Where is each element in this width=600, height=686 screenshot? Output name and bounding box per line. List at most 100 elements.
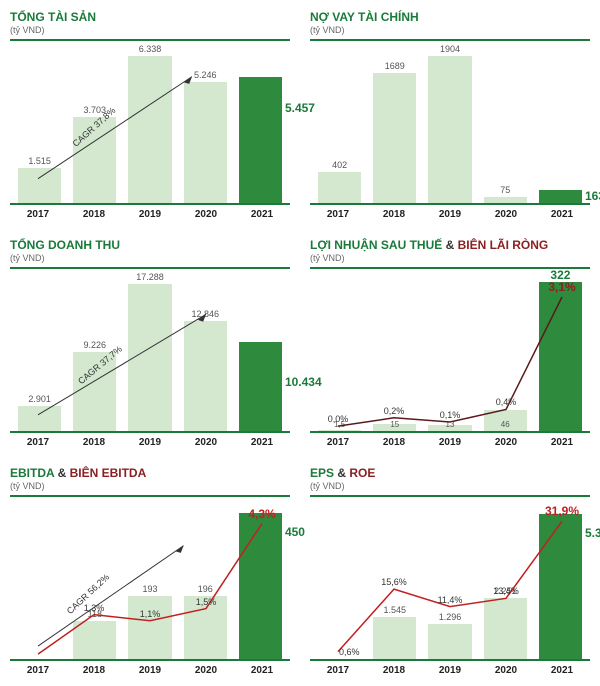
x-axis: 20172018201920202021 [310, 665, 590, 676]
bar: 13 [428, 425, 471, 431]
bar: 1,5 [318, 430, 361, 431]
chart-subtitle: (tỷ VND) [10, 25, 290, 35]
x-axis: 20172018201920202021 [310, 209, 590, 220]
chart-title: NỢ VAY TÀI CHÍNH [310, 10, 590, 24]
line-point-label: 15,6% [381, 577, 407, 587]
bar: 402 [318, 172, 361, 203]
chart-title: EBITDA & BIÊN EBITDA [10, 466, 290, 480]
bar-value-label: 196 [198, 584, 213, 594]
line-point-label: 0,1% [440, 410, 461, 420]
bar: 163 [539, 190, 582, 203]
bar: 5.246 [184, 82, 227, 203]
x-axis: 20172018201920202021 [310, 437, 590, 448]
x-tick-label: 2021 [234, 209, 290, 220]
x-tick-label: 2019 [422, 437, 478, 448]
chart-area: 4021689190475163 [310, 39, 590, 205]
x-tick-label: 2020 [178, 665, 234, 676]
bar: 1904 [428, 56, 471, 203]
bar-value-label: 12.846 [191, 309, 219, 319]
bar: 1.515 [18, 168, 61, 203]
bar: 118 [73, 621, 116, 659]
x-tick-label: 2020 [478, 209, 534, 220]
line-point-label: 0,6% [339, 647, 360, 657]
bar: 6.338 [128, 56, 171, 203]
chart-subtitle: (tỷ VND) [310, 253, 590, 263]
bar-value-label: 46 [501, 420, 510, 429]
x-tick-label: 2019 [122, 665, 178, 676]
line-point-label: 31,9% [545, 504, 579, 518]
x-tick-label: 2020 [178, 437, 234, 448]
bar: 17.288 [128, 284, 171, 431]
bar-value-label: 163 [585, 189, 600, 203]
bar-value-label: 1904 [440, 44, 460, 54]
chart-revenue: TỔNG DOANH THU(tỷ VND) 2.901 9.226 17.288 12… [10, 238, 290, 448]
x-tick-label: 2018 [66, 209, 122, 220]
chart-title: TỔNG TÀI SẢN [10, 10, 290, 24]
chart-area: 1181931964501,3%1,1%1,5%4,3%CAGR 56,2% [10, 495, 290, 661]
x-tick-label: 2017 [10, 209, 66, 220]
bar-value-label: 450 [285, 525, 305, 539]
line-point-label: 1,3% [84, 603, 105, 613]
chart-area: 1.5451.2962.2515.3860,6%15,6%11,4%13,4%3… [310, 495, 590, 661]
bar-value-label: 13 [446, 420, 455, 429]
chart-subtitle: (tỷ VND) [10, 253, 290, 263]
x-tick-label: 2021 [534, 209, 590, 220]
x-tick-label: 2019 [422, 209, 478, 220]
chart-title: TỔNG DOANH THU [10, 238, 290, 252]
bar: 10.434 [239, 342, 282, 431]
x-tick-label: 2021 [234, 665, 290, 676]
line-point-label: 0,2% [384, 406, 405, 416]
x-tick-label: 2019 [422, 665, 478, 676]
bar-value-label: 1.545 [384, 605, 407, 615]
bar: 2.901 [18, 406, 61, 431]
bar-value-label: 1.296 [439, 612, 462, 622]
x-axis: 20172018201920202021 [10, 665, 290, 676]
bar: 450 [239, 513, 282, 659]
bar: 5.457 [239, 77, 282, 203]
x-tick-label: 2017 [10, 437, 66, 448]
chart-title: LỢI NHUẬN SAU THUẾ & BIÊN LÃI RÒNG [310, 238, 590, 252]
chart-area: 1.5153.7036.3385.2465.457CAGR 37,8% [10, 39, 290, 205]
x-tick-label: 2020 [178, 209, 234, 220]
x-tick-label: 2018 [366, 209, 422, 220]
x-axis: 20172018201920202021 [10, 437, 290, 448]
line-point-label: 13,4% [493, 586, 519, 596]
bar: 1689 [373, 73, 416, 203]
bar: 5.386 [539, 514, 582, 659]
bar-value-label: 17.288 [136, 272, 164, 282]
bar-value-label: 2.901 [28, 394, 51, 404]
chart-total-assets: TỔNG TÀI SẢN(tỷ VND)1.5153.7036.3385.246… [10, 10, 290, 220]
x-tick-label: 2019 [122, 209, 178, 220]
chart-area: 1,51513463220,0%0,2%0,1%0,4%3,1% [310, 267, 590, 433]
line-point-label: 11,4% [438, 595, 463, 605]
x-tick-label: 2021 [534, 665, 590, 676]
x-tick-label: 2020 [478, 665, 534, 676]
line-point-label: 4,3% [248, 507, 275, 521]
chart-area: 2.9019.22617.28812.84610.434CAGR 37,7% [10, 267, 290, 433]
bar-value-label: 1.515 [28, 156, 51, 166]
line-point-label: 3,1% [548, 280, 575, 294]
line-point-label: 1,5% [196, 597, 217, 607]
x-tick-label: 2020 [478, 437, 534, 448]
bar-value-label: 5.246 [194, 70, 217, 80]
x-tick-label: 2017 [310, 437, 366, 448]
bar-value-label: 9.226 [84, 340, 107, 350]
chart-debt: NỢ VAY TÀI CHÍNH(tỷ VND)4021689190475163… [310, 10, 590, 220]
x-tick-label: 2018 [366, 437, 422, 448]
bar-value-label: 193 [142, 584, 157, 594]
chart-ebitda: EBITDA & BIÊN EBITDA(tỷ VND) 118 193 196 450… [10, 466, 290, 676]
x-tick-label: 2018 [366, 665, 422, 676]
chart-subtitle: (tỷ VND) [10, 481, 290, 491]
bar: 1.296 [428, 624, 471, 659]
x-tick-label: 2017 [310, 665, 366, 676]
x-axis: 20172018201920202021 [10, 209, 290, 220]
line-point-label: 1,1% [140, 609, 161, 619]
bar: 1.545 [373, 617, 416, 659]
bar: 193 [128, 596, 171, 659]
chart-subtitle: (tỷ VND) [310, 25, 590, 35]
x-tick-label: 2021 [534, 437, 590, 448]
bar: 46 [484, 410, 527, 431]
x-tick-label: 2021 [234, 437, 290, 448]
chart-subtitle: (tỷ VND) [310, 481, 590, 491]
bar-value-label: 6.338 [139, 44, 162, 54]
